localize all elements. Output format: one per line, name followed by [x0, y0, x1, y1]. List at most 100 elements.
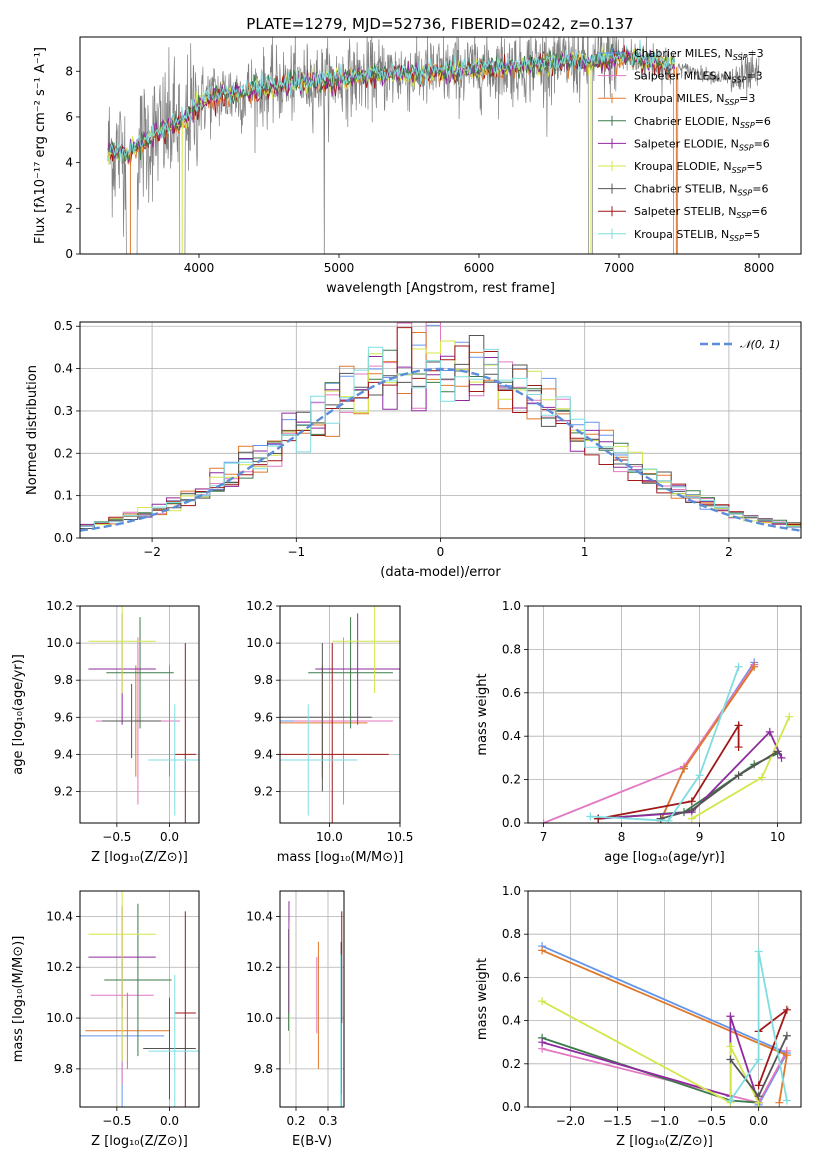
weight-marker — [782, 1096, 791, 1105]
x-tick-label: 8000 — [744, 261, 775, 275]
y-axis-label: mass weight — [475, 958, 490, 1040]
y-tick-label: 1.0 — [502, 599, 521, 613]
weight-line-salpeter_stelib — [598, 722, 740, 820]
figure-title: PLATE=1279, MJD=52736, FIBERID=0242, z=0… — [246, 15, 633, 33]
y-tick-label: 0.0 — [502, 1100, 521, 1114]
x-tick-label: −2 — [143, 545, 161, 559]
normal-legend-label: 𝒩(0, 1) — [740, 338, 780, 351]
y-tick-label: 0.3 — [54, 404, 73, 418]
weight-marker — [656, 814, 665, 823]
histogram-kroupa_stelib — [80, 346, 801, 528]
weight_vs_Z-axes: −2.0 −1.5 −1.0 −0.5 0.0 0.0 0.2 0.4 0.6 0.8 1.0 — [502, 884, 801, 1128]
model-spectrum-kroupa_stelib — [107, 39, 676, 164]
weight-line-chabrier_elodie — [541, 1037, 759, 1104]
y-tick-label: 9.8 — [254, 673, 273, 687]
x-tick-label: 0.0 — [160, 1114, 179, 1128]
errorbar-point-kroupa_stelib — [148, 974, 199, 1107]
x-tick-label: 10.0 — [316, 830, 343, 844]
age_vs_Z-plot-area — [88, 606, 199, 823]
weight-marker — [754, 1081, 763, 1090]
weight-marker — [734, 743, 743, 752]
weight_vs_age-axes: 7 8 9 10 0.0 0.2 0.4 0.6 0.8 1.0 — [502, 599, 801, 844]
weight-marker — [782, 1031, 791, 1040]
weight_vs_age-frame — [527, 605, 802, 824]
weight-marker — [539, 819, 548, 823]
errorbar-point-chabrier_stelib — [280, 643, 372, 792]
x-tick-label: 7000 — [604, 261, 635, 275]
y-tick-label: 10.0 — [46, 636, 73, 650]
weight-marker — [775, 1098, 784, 1107]
normal-curve — [80, 367, 801, 532]
x-axis-label: Z [log₁₀(Z/Z⊙)] — [91, 850, 188, 865]
x-tick-label: 10.5 — [387, 830, 414, 844]
y-axis-label: mass weight — [475, 673, 490, 755]
legend-label: Salpeter ELODIE, NSSP=6 — [634, 137, 770, 152]
x-tick-label: 1 — [581, 545, 589, 559]
weight-marker — [687, 797, 696, 806]
errorbar-point-salpeter_elodie — [315, 613, 400, 725]
spectrum-axes: 4000 5000 6000 7000 8000 0 2 4 6 8 — [65, 64, 774, 275]
x-axis-label: Z [log₁₀(Z/Z⊙)] — [91, 1134, 188, 1149]
errorbar-point-chabrier_elodie — [308, 617, 393, 729]
errorbar-point-kroupa_stelib — [280, 704, 358, 816]
legend-label: Kroupa STELIB, NSSP=5 — [634, 228, 760, 243]
y-tick-label: 0.2 — [54, 446, 73, 460]
x-axis-label: E(B-V) — [292, 1134, 332, 1149]
y-tick-label: 4 — [65, 156, 73, 170]
errorbar-point-chabrier_stelib — [143, 997, 196, 1100]
errorbar-point-chabrier_stelib — [102, 683, 162, 759]
y-tick-label: 10.0 — [246, 1011, 273, 1025]
y-tick-label: 9.4 — [54, 747, 73, 761]
x-tick-label: 0.0 — [749, 1114, 768, 1128]
y-tick-label: 0.4 — [502, 729, 521, 743]
residuals-frame — [79, 321, 802, 539]
weight-line-kroupa_stelib — [590, 666, 740, 822]
x-tick-label: −1.5 — [603, 1114, 632, 1128]
y-tick-label: 0.5 — [54, 319, 73, 333]
y-tick-label: 9.4 — [254, 747, 273, 761]
weight-marker — [782, 1005, 791, 1014]
weight-marker — [680, 764, 688, 773]
errorbar-point-salpeter_stelib — [174, 643, 196, 823]
x-tick-label: −0.5 — [102, 830, 131, 844]
x-tick-label: 6000 — [464, 261, 495, 275]
errorbar-point-kroupa_elodie — [332, 606, 400, 694]
weight_vs_age-plot-area — [539, 658, 794, 823]
y-tick-label: 9.2 — [254, 784, 273, 798]
x-tick-label: −2.0 — [556, 1114, 585, 1128]
spectrum-plot-area — [107, 37, 760, 254]
x-axis-label: mass [log₁₀(M/M⊙)] — [277, 850, 404, 865]
y-tick-label: 1.0 — [502, 884, 521, 898]
weight-marker — [695, 771, 704, 780]
y-tick-label: 10.2 — [246, 960, 273, 974]
x-tick-label: −1 — [287, 545, 305, 559]
y-tick-label: 0.8 — [502, 642, 521, 656]
legend-label: Chabrier MILES, NSSP=3 — [634, 47, 764, 62]
weight-line-chabrier_stelib — [660, 750, 779, 820]
weight-marker — [758, 773, 766, 782]
residuals-plot-area — [80, 322, 801, 532]
weight-marker — [586, 812, 595, 821]
errorbar-point-kroupa_miles — [85, 992, 170, 1069]
x-axis-label: Z [log₁₀(Z/Z⊙)] — [616, 1134, 713, 1149]
legend-label: Kroupa ELODIE, NSSP=5 — [634, 160, 763, 175]
x-axis-label: (data-model)/error — [380, 565, 501, 580]
weight-marker — [594, 814, 603, 823]
x-tick-label: 10 — [770, 830, 785, 844]
x-axis-label: age [log₁₀(age/yr)] — [604, 850, 725, 865]
y-tick-label: 10.2 — [246, 599, 273, 613]
weight-marker — [538, 946, 547, 955]
age_vs_Z-axes: −0.5 0.0 9.2 9.4 9.6 9.8 10.0 10.2 — [46, 599, 199, 844]
x-tick-label: 0.3 — [318, 1114, 337, 1128]
y-tick-label: 9.8 — [254, 1062, 273, 1076]
mass_vs_ebv-plot-area — [288, 901, 343, 1107]
weight-marker — [726, 1055, 735, 1064]
errorbar-point-chabrier_elodie — [104, 903, 172, 1057]
weight-marker — [538, 997, 547, 1006]
y-tick-label: 9.2 — [54, 784, 73, 798]
weight-marker — [664, 816, 673, 823]
age_vs_mass-frame — [279, 605, 401, 824]
errorbar-point-chabrier_elodie — [106, 617, 174, 729]
y-tick-label: 10.2 — [46, 599, 73, 613]
weight-marker — [750, 662, 759, 671]
